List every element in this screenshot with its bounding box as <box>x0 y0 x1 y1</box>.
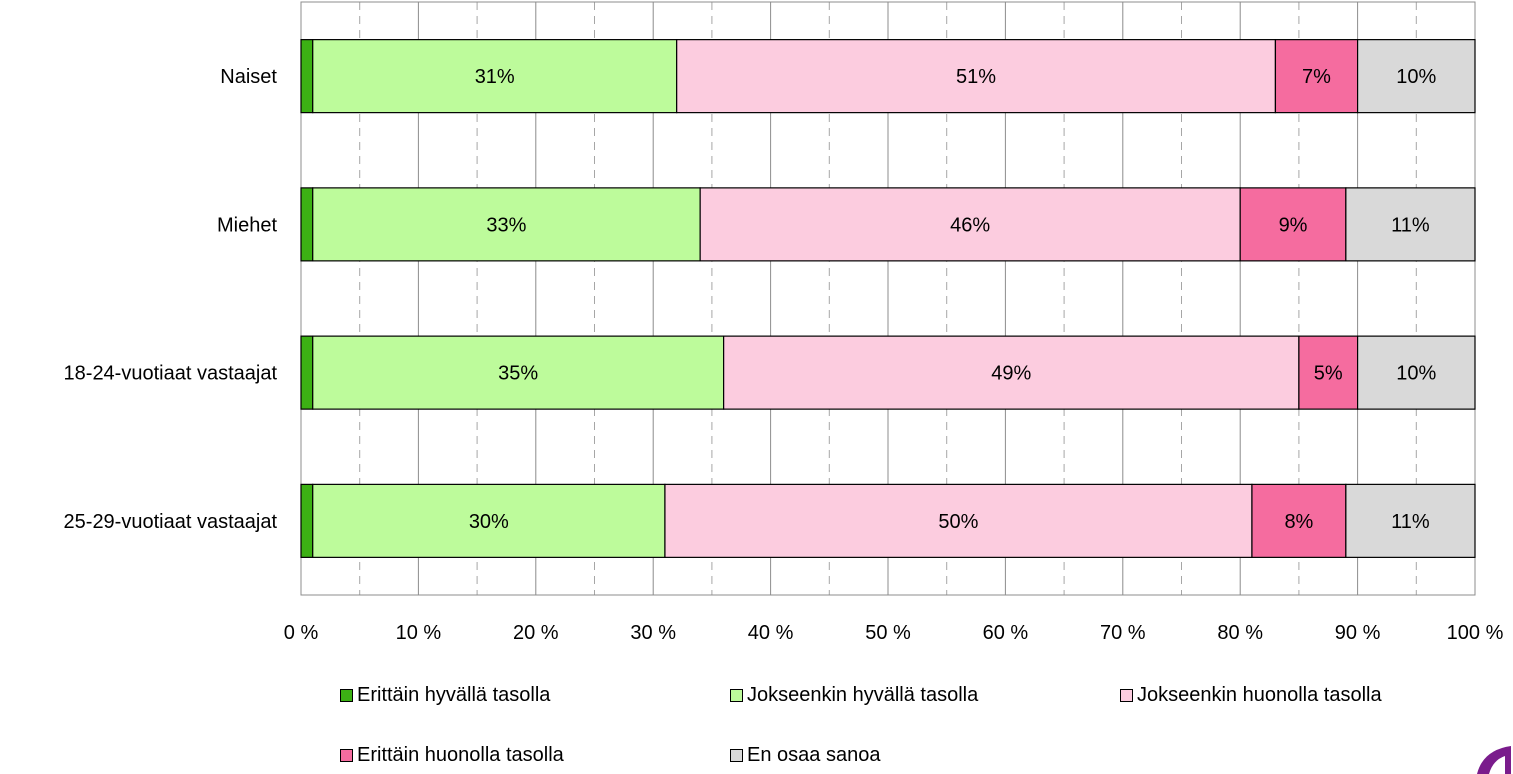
bar-data-label: 9% <box>1279 214 1308 236</box>
bar-segment <box>300 187 314 262</box>
legend-label: Jokseenkin hyvällä tasolla <box>747 684 979 706</box>
bar-segment <box>312 39 678 114</box>
legend-label: Jokseenkin huonolla tasolla <box>1137 684 1382 706</box>
bar-data-label: 51% <box>956 66 996 88</box>
bar-segment <box>1274 39 1359 114</box>
legend-item: Jokseenkin huonolla tasolla <box>1120 684 1382 707</box>
bar-data-label: 35% <box>498 363 538 385</box>
legend-item: Erittäin hyvällä tasolla <box>340 684 550 707</box>
bar-segment <box>312 335 725 410</box>
bar-segment <box>664 483 1253 558</box>
legend-swatch <box>730 689 743 702</box>
bar-segment <box>1345 483 1476 558</box>
bar-segment <box>312 483 666 558</box>
bar-data-label: 10% <box>1396 66 1436 88</box>
bar-data-label: 33% <box>486 214 526 236</box>
plot-area-border <box>300 1 1476 596</box>
bar-segment <box>676 39 1277 114</box>
x-tick-label: 30 % <box>630 622 676 644</box>
bar-segment <box>312 187 701 262</box>
bar-segment <box>300 335 314 410</box>
legend-label: Erittäin huonolla tasolla <box>357 744 564 766</box>
x-tick-label: 20 % <box>513 622 559 644</box>
category-label: Miehet <box>217 214 277 236</box>
legend-swatch <box>730 749 743 762</box>
bar-segment <box>1239 187 1347 262</box>
x-tick-label: 70 % <box>1100 622 1146 644</box>
legend-swatch <box>340 689 353 702</box>
bar-segment <box>300 39 314 114</box>
bar-segment <box>699 187 1241 262</box>
x-tick-label: 0 % <box>284 622 319 644</box>
category-labels: Naiset Miehet 18-24-vuotiaat vastaajat 25-2… <box>64 66 278 533</box>
x-tick-label: 60 % <box>983 622 1029 644</box>
bar-segment <box>1345 187 1476 262</box>
legend-item: Erittäin huonolla tasolla <box>340 744 564 767</box>
legend-swatch <box>340 749 353 762</box>
legend-item: En osaa sanoa <box>730 744 880 767</box>
bar-data-label: 30% <box>469 511 509 533</box>
category-label: 25-29-vuotiaat vastaajat <box>64 511 278 533</box>
brand-logo <box>1473 740 1513 774</box>
bar-data-label: 46% <box>950 214 990 236</box>
x-tick-label: 10 % <box>396 622 442 644</box>
stacked-bar-chart: 31% 51% 7% 10% 33% 46% 9% 11% 35% 49% 5% 10% 30% 50% 8… <box>64 1 1504 644</box>
bar-segment <box>1298 335 1359 410</box>
bar-data-label: 49% <box>991 363 1031 385</box>
bar-data-label: 8% <box>1284 511 1313 533</box>
legend-label: En osaa sanoa <box>747 744 881 766</box>
bars: 31% 51% 7% 10% 33% 46% 9% 11% 35% 49% 5% 10% 30% 50% 8… <box>300 39 1476 558</box>
x-tick-label: 90 % <box>1335 622 1381 644</box>
x-tick-labels: 0 % 10 % 20 % 30 % 40 % 50 % 60 % 70 % 80 % 90 % 1… <box>284 622 1504 644</box>
x-tick-label: 50 % <box>865 622 911 644</box>
bar-data-label: 5% <box>1314 363 1343 385</box>
legend-item: Jokseenkin hyvällä tasolla <box>730 684 978 707</box>
category-label: 18-24-vuotiaat vastaajat <box>64 363 278 385</box>
bar-data-label: 50% <box>938 511 978 533</box>
x-tick-label: 40 % <box>748 622 794 644</box>
x-tick-label: 80 % <box>1217 622 1263 644</box>
bar-segment <box>1251 483 1347 558</box>
bar-segment <box>1356 39 1476 114</box>
category-label: Naiset <box>220 66 277 88</box>
bar-segment <box>723 335 1300 410</box>
bar-data-label: 11% <box>1391 511 1430 533</box>
x-tick-label: 100 % <box>1447 622 1504 644</box>
legend-label: Erittäin hyvällä tasolla <box>357 684 551 706</box>
bar-data-label: 11% <box>1391 214 1430 236</box>
bar-data-label: 10% <box>1396 363 1436 385</box>
bar-segment <box>300 483 314 558</box>
legend: Erittäin hyvällä tasolla Jokseenkin hyväl… <box>340 680 1480 774</box>
bar-segment <box>1356 335 1476 410</box>
bar-data-label: 31% <box>475 66 515 88</box>
legend-swatch <box>1120 689 1133 702</box>
bar-data-label: 7% <box>1302 66 1331 88</box>
